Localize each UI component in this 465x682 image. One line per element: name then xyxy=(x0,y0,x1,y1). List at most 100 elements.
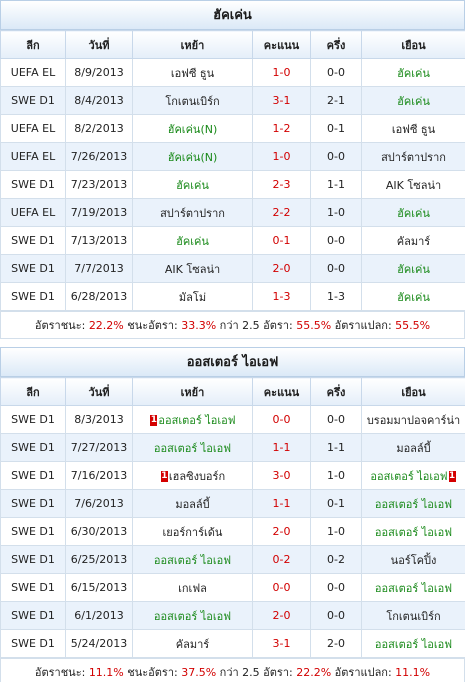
away-team-cell-link[interactable]: ฮัคเค่น xyxy=(397,207,430,220)
home-team-cell-text: ออสเตอร์ ไอเอฟ xyxy=(158,413,236,427)
date-cell: 5/24/2013 xyxy=(65,629,133,658)
match-row: SWE D1 7/16/2013 1เฮลซิงบอร์ก 3-0 1-0 ออสเตอร… xyxy=(0,461,465,490)
home-team-cell-link[interactable]: โกเตนเบิร์ก xyxy=(165,95,219,108)
score-cell: 3-1 xyxy=(252,86,311,115)
match-row: SWE D1 7/7/2013 AIK โซลน่า 2-0 0-0 ฮัคเค่น xyxy=(0,254,465,283)
home-team-cell[interactable]: ฮัคเค่น(N) xyxy=(132,142,253,171)
home-team-cell[interactable]: คัลมาร์ xyxy=(132,629,253,658)
home-team-cell[interactable]: ออสเตอร์ ไอเอฟ xyxy=(132,433,253,462)
home-team-cell-link[interactable]: 1ออสเตอร์ ไอเอฟ xyxy=(149,413,236,427)
header-date: วันที่ xyxy=(65,377,133,406)
home-team-cell[interactable]: 1ออสเตอร์ ไอเอฟ xyxy=(132,405,253,434)
away-team-cell-link[interactable]: ออสเตอร์ ไอเอฟ xyxy=(375,526,452,539)
away-team-cell[interactable]: ฮัคเค่น xyxy=(361,86,465,115)
away-team-cell-link[interactable]: โกเตนเบิร์ก xyxy=(386,610,440,623)
halftime-cell: 0-0 xyxy=(310,254,362,283)
home-team-cell[interactable]: เอฟซี ธูน xyxy=(132,58,253,87)
score-cell: 2-0 xyxy=(252,601,311,630)
away-team-cell-link[interactable]: สปาร์ตาปราก xyxy=(381,151,446,164)
away-team-cell[interactable]: เอฟซี ธูน xyxy=(361,114,465,143)
home-team-cell-link[interactable]: 1เฮลซิงบอร์ก xyxy=(160,470,225,483)
date-cell: 6/25/2013 xyxy=(65,545,133,574)
away-team-cell[interactable]: โกเตนเบิร์ก xyxy=(361,601,465,630)
home-team-cell[interactable]: ฮัคเค่น(N) xyxy=(132,114,253,143)
away-team-cell[interactable]: บรอมมาปอจคาร์น่า xyxy=(361,405,465,434)
home-team-cell-link[interactable]: ฮัคเค่น xyxy=(176,235,209,248)
home-team-cell-link[interactable]: ออสเตอร์ ไอเอฟ xyxy=(154,554,231,567)
home-team-cell[interactable]: มัลโม่ xyxy=(132,282,253,311)
home-team-cell-link[interactable]: ฮัคเค่น xyxy=(176,179,209,192)
away-team-cell-link[interactable]: บรอมมาปอจคาร์น่า xyxy=(367,414,460,427)
score-cell: 2-3 xyxy=(252,170,311,199)
away-team-cell[interactable]: นอร์โคปิ้ง xyxy=(361,545,465,574)
away-team-cell-link[interactable]: ออสเตอร์ ไอเอฟ1 xyxy=(370,470,456,483)
away-team-cell-link[interactable]: นอร์โคปิ้ง xyxy=(391,554,437,567)
league-cell: SWE D1 xyxy=(0,86,66,115)
score-cell: 1-2 xyxy=(252,114,311,143)
away-team-cell[interactable]: ออสเตอร์ ไอเอฟ xyxy=(361,573,465,602)
home-team-cell-link[interactable]: สปาร์ตาปราก xyxy=(160,207,225,220)
away-team-cell[interactable]: ออสเตอร์ ไอเอฟ xyxy=(361,629,465,658)
home-team-cell-link[interactable]: ฮัคเค่น(N) xyxy=(168,123,218,136)
home-team-cell-text: มัลโม่ xyxy=(178,290,207,304)
away-team-cell[interactable]: ออสเตอร์ ไอเอฟ1 xyxy=(361,461,465,490)
away-team-cell[interactable]: มอลล์บี้ xyxy=(361,433,465,462)
date-cell-text: 7/7/2013 xyxy=(74,262,124,275)
home-team-cell-link[interactable]: เกเฟล xyxy=(178,582,207,595)
halftime-cell-text: 2-0 xyxy=(327,637,345,650)
home-team-cell[interactable]: โกเตนเบิร์ก xyxy=(132,86,253,115)
league-cell-text: UEFA EL xyxy=(10,122,56,135)
score-cell: 0-1 xyxy=(252,226,311,255)
away-team-cell[interactable]: ออสเตอร์ ไอเอฟ xyxy=(361,517,465,546)
home-team-cell[interactable]: เยอร์การ์เด้น xyxy=(132,517,253,546)
home-team-cell[interactable]: AIK โซลน่า xyxy=(132,254,253,283)
home-team-cell[interactable]: ฮัคเค่น xyxy=(132,226,253,255)
home-team-cell[interactable]: 1เฮลซิงบอร์ก xyxy=(132,461,253,490)
away-team-cell-link[interactable]: ออสเตอร์ ไอเอฟ xyxy=(375,582,452,595)
league-cell-text: UEFA EL xyxy=(10,66,56,79)
away-team-cell[interactable]: สปาร์ตาปราก xyxy=(361,142,465,171)
away-team-cell-link[interactable]: คัลมาร์ xyxy=(397,235,430,248)
home-team-cell[interactable]: มอลล์บี้ xyxy=(132,489,253,518)
away-team-cell-link[interactable]: เอฟซี ธูน xyxy=(392,123,435,136)
home-team-cell-link[interactable]: คัลมาร์ xyxy=(176,638,209,651)
home-team-cell-link[interactable]: มัลโม่ xyxy=(179,291,206,304)
match-row: SWE D1 6/25/2013 ออสเตอร์ ไอเอฟ 0-2 0-2 นอร์โ… xyxy=(0,545,465,574)
home-team-cell[interactable]: เกเฟล xyxy=(132,573,253,602)
league-cell: SWE D1 xyxy=(0,461,66,490)
away-team-cell[interactable]: ฮัคเค่น xyxy=(361,198,465,227)
match-row: SWE D1 7/23/2013 ฮัคเค่น 2-3 1-1 AIK โซลน่า xyxy=(0,170,465,199)
home-team-cell-link[interactable]: ออสเตอร์ ไอเอฟ xyxy=(154,610,231,623)
away-team-cell-link[interactable]: ฮัคเค่น xyxy=(397,291,430,304)
home-team-cell[interactable]: ออสเตอร์ ไอเอฟ xyxy=(132,601,253,630)
home-team-cell-link[interactable]: ออสเตอร์ ไอเอฟ xyxy=(154,442,231,455)
away-team-cell-link[interactable]: AIK โซลน่า xyxy=(386,179,441,192)
home-team-cell-link[interactable]: เอฟซี ธูน xyxy=(171,67,214,80)
home-team-cell-link[interactable]: เยอร์การ์เด้น xyxy=(163,526,223,539)
home-team-cell[interactable]: ออสเตอร์ ไอเอฟ xyxy=(132,545,253,574)
halftime-cell: 2-1 xyxy=(310,86,362,115)
date-cell: 7/6/2013 xyxy=(65,489,133,518)
away-team-cell[interactable]: ออสเตอร์ ไอเอฟ xyxy=(361,489,465,518)
score-cell: 2-0 xyxy=(252,254,311,283)
away-team-cell-link[interactable]: ฮัคเค่น xyxy=(397,67,430,80)
away-team-cell-link[interactable]: ฮัคเค่น xyxy=(397,263,430,276)
home-team-cell-link[interactable]: AIK โซลน่า xyxy=(165,263,220,276)
home-team-cell-link[interactable]: มอลล์บี้ xyxy=(175,498,209,511)
home-team-cell-text: ฮัคเค่น(N) xyxy=(167,122,218,136)
home-team-cell[interactable]: ฮัคเค่น xyxy=(132,170,253,199)
away-team-cell-link[interactable]: ออสเตอร์ ไอเอฟ xyxy=(375,638,452,651)
section2-body: SWE D1 8/3/2013 1ออสเตอร์ ไอเอฟ 0-0 0-0 บรอมม… xyxy=(0,405,465,658)
away-team-cell[interactable]: ฮัคเค่น xyxy=(361,58,465,87)
home-team-cell-text: ออสเตอร์ ไอเอฟ xyxy=(153,609,232,623)
away-team-cell[interactable]: ฮัคเค่น xyxy=(361,282,465,311)
away-team-cell[interactable]: AIK โซลน่า xyxy=(361,170,465,199)
home-team-cell[interactable]: สปาร์ตาปราก xyxy=(132,198,253,227)
score-cell: 2-2 xyxy=(252,198,311,227)
away-team-cell[interactable]: ฮัคเค่น xyxy=(361,254,465,283)
away-team-cell[interactable]: คัลมาร์ xyxy=(361,226,465,255)
away-team-cell-link[interactable]: มอลล์บี้ xyxy=(396,442,430,455)
away-team-cell-link[interactable]: ฮัคเค่น xyxy=(397,95,430,108)
home-team-cell-link[interactable]: ฮัคเค่น(N) xyxy=(168,151,218,164)
away-team-cell-link[interactable]: ออสเตอร์ ไอเอฟ xyxy=(375,498,452,511)
